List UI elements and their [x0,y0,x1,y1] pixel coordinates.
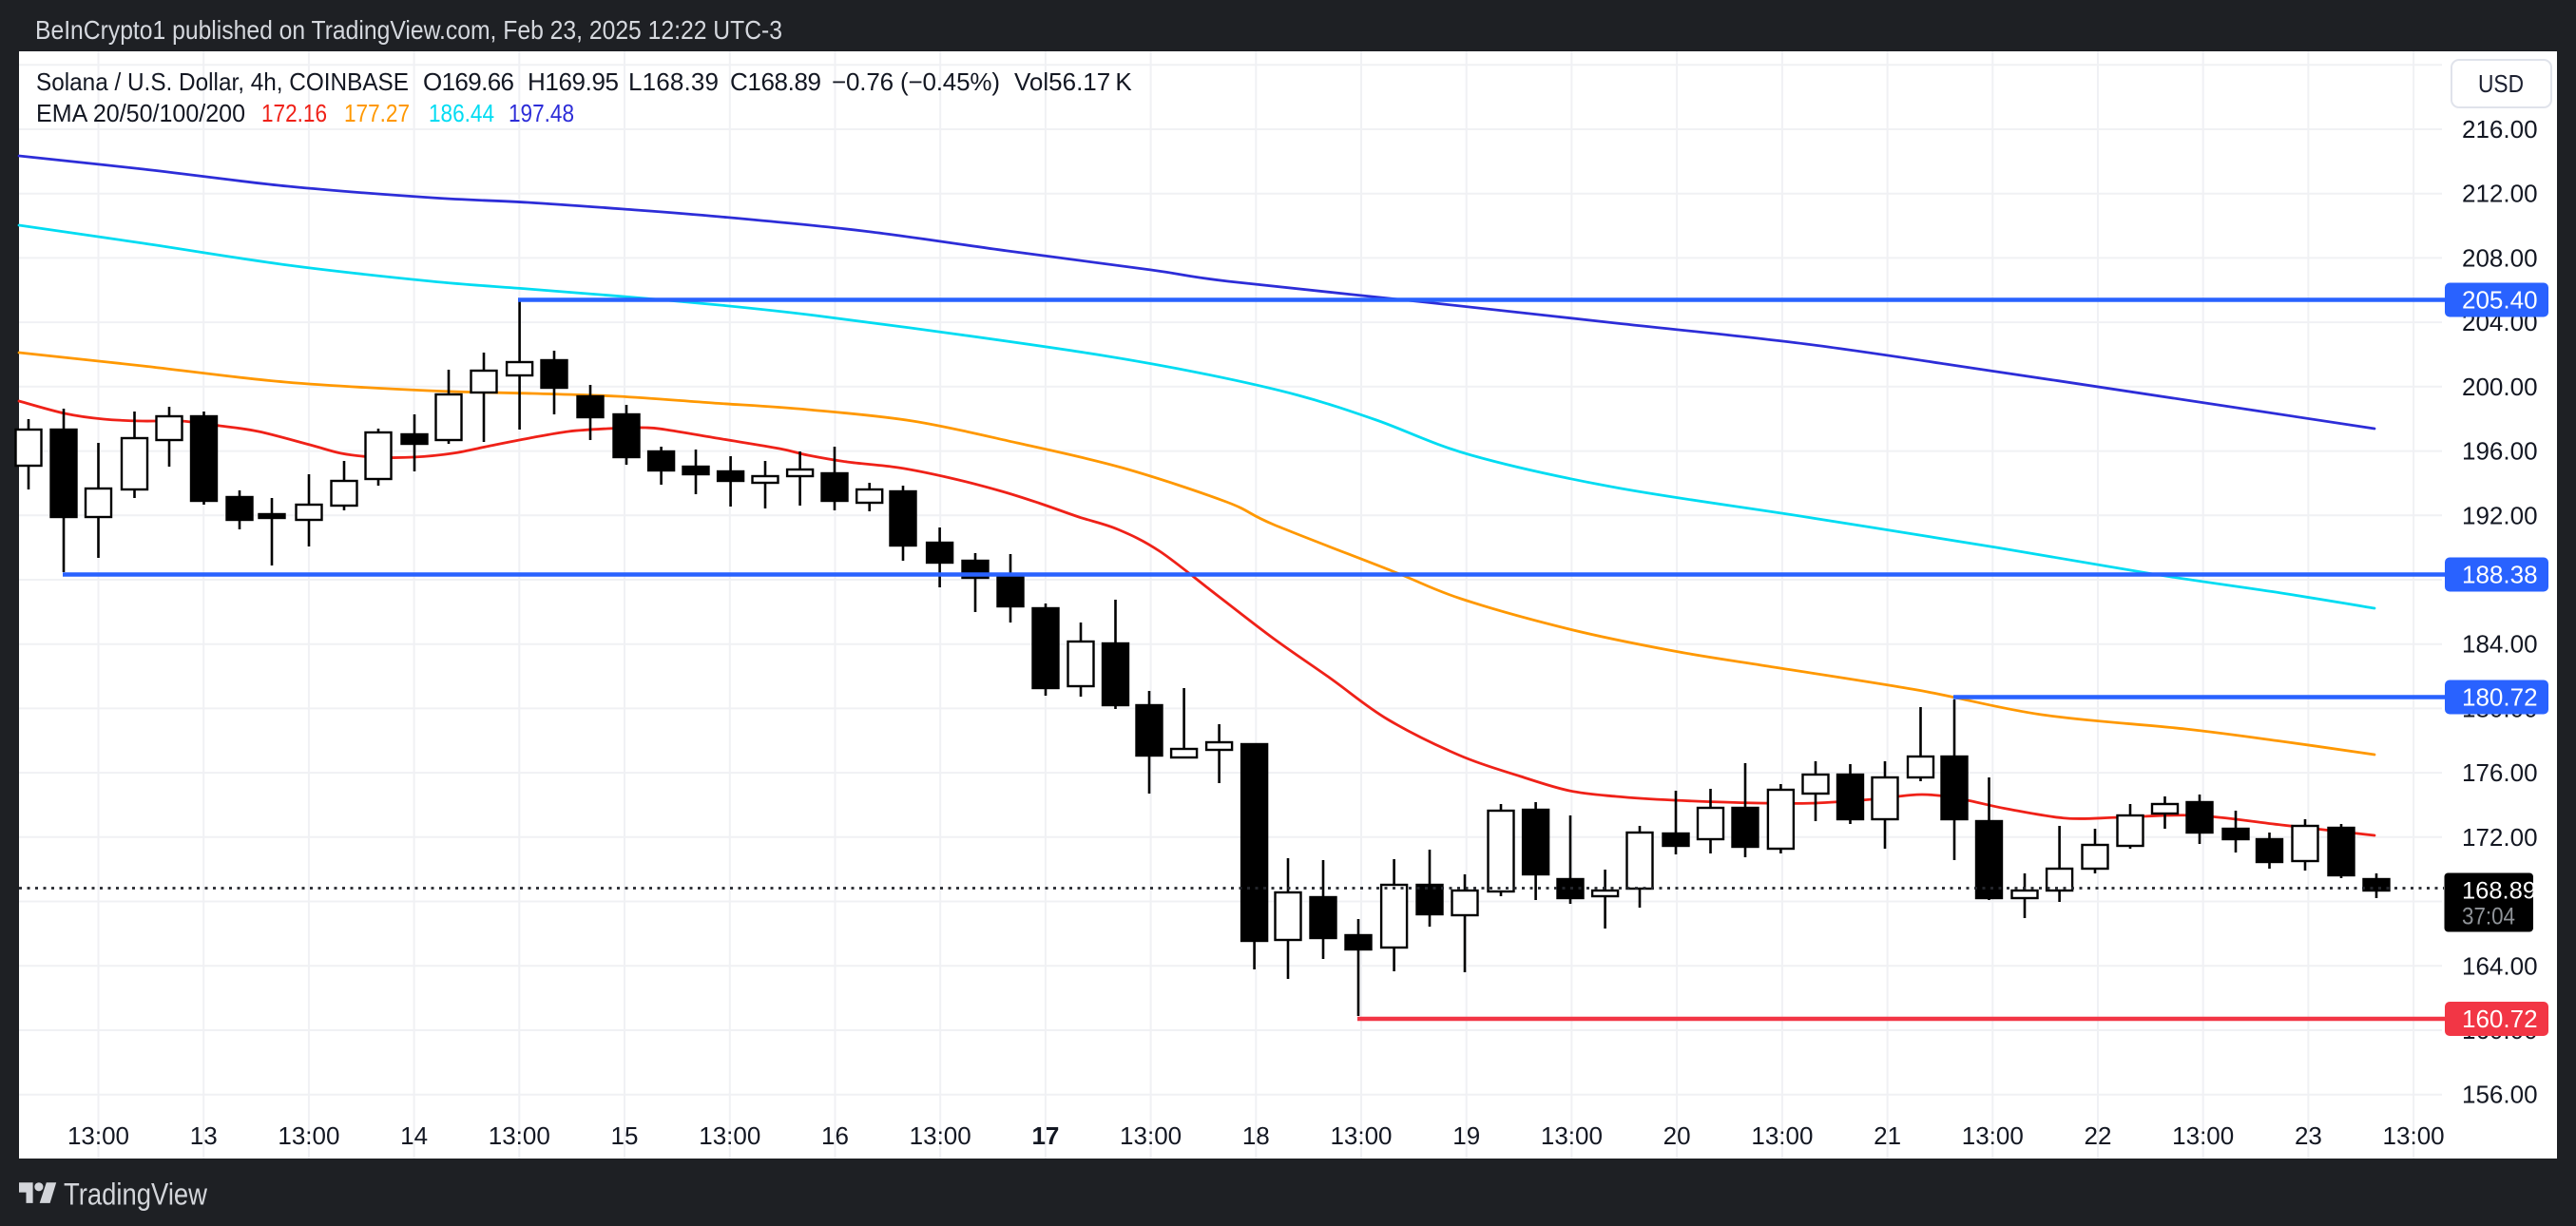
svg-text:19: 19 [1452,1121,1480,1150]
svg-text:USD: USD [2478,69,2524,98]
svg-text:23: 23 [2295,1121,2322,1150]
svg-text:Vol56.17 K: Vol56.17 K [1014,67,1132,96]
svg-text:172.00: 172.00 [2462,823,2538,852]
svg-text:15: 15 [611,1121,639,1150]
svg-text:172.16: 172.16 [261,99,327,127]
svg-text:205.40: 205.40 [2462,286,2538,315]
svg-text:EMA 20/50/100/200: EMA 20/50/100/200 [36,99,245,127]
svg-text:13:00: 13:00 [67,1121,129,1150]
svg-text:13:00: 13:00 [1120,1121,1182,1150]
svg-text:TradingView: TradingView [64,1178,208,1212]
svg-text:L168.39: L168.39 [628,67,719,96]
svg-text:O169.66: O169.66 [423,67,514,96]
svg-text:H169.95: H169.95 [528,67,619,96]
svg-text:197.48: 197.48 [509,99,574,127]
svg-text:156.00: 156.00 [2462,1081,2538,1109]
svg-text:−0.76 (−0.45%): −0.76 (−0.45%) [832,67,1000,96]
svg-text:13:00: 13:00 [1541,1121,1603,1150]
svg-text:164.00: 164.00 [2462,951,2538,980]
svg-text:13:00: 13:00 [1330,1121,1392,1150]
svg-text:160.72: 160.72 [2462,1005,2538,1033]
svg-text:13:00: 13:00 [699,1121,760,1150]
svg-text:196.00: 196.00 [2462,437,2538,466]
svg-text:192.00: 192.00 [2462,501,2538,529]
svg-text:BeInCrypto1 published on Tradi: BeInCrypto1 published on TradingView.com… [35,15,782,45]
svg-text:37:04: 37:04 [2462,904,2515,930]
svg-text:16: 16 [821,1121,849,1150]
svg-text:212.00: 212.00 [2462,180,2538,208]
svg-text:177.27: 177.27 [344,99,410,127]
svg-text:168.89: 168.89 [2462,878,2536,905]
svg-text:188.38: 188.38 [2462,561,2538,589]
svg-text:13:00: 13:00 [278,1121,339,1150]
svg-text:186.44: 186.44 [429,99,494,127]
svg-text:13: 13 [190,1121,218,1150]
svg-text:13:00: 13:00 [1962,1121,2024,1150]
svg-text:216.00: 216.00 [2462,115,2538,144]
svg-text:17: 17 [1031,1121,1059,1150]
svg-text:C168.89: C168.89 [730,67,821,96]
svg-text:184.00: 184.00 [2462,630,2538,659]
svg-text:208.00: 208.00 [2462,243,2538,272]
svg-text:13:00: 13:00 [2172,1121,2234,1150]
svg-text:18: 18 [1242,1121,1270,1150]
svg-text:13:00: 13:00 [910,1121,971,1150]
svg-text:21: 21 [1874,1121,1901,1150]
svg-text:22: 22 [2085,1121,2112,1150]
svg-text:13:00: 13:00 [489,1121,550,1150]
svg-text:13:00: 13:00 [2383,1121,2445,1150]
svg-text:200.00: 200.00 [2462,373,2538,401]
svg-text:180.72: 180.72 [2462,683,2538,712]
svg-text:176.00: 176.00 [2462,758,2538,787]
svg-text:13:00: 13:00 [1751,1121,1813,1150]
svg-text:14: 14 [400,1121,428,1150]
svg-text:Solana / U.S. Dollar, 4h, COIN: Solana / U.S. Dollar, 4h, COINBASE [36,67,409,96]
svg-text:20: 20 [1663,1121,1691,1150]
